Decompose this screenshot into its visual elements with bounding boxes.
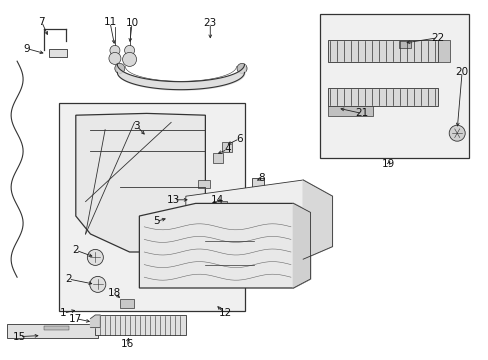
Text: 9: 9 [23,44,30,54]
Text: 7: 7 [38,17,45,27]
Bar [212,153,222,163]
Text: 6: 6 [236,134,243,144]
Text: 16: 16 [120,339,134,349]
Circle shape [87,249,103,265]
Text: 12: 12 [218,308,231,318]
Polygon shape [90,315,100,328]
Text: 14: 14 [210,195,224,205]
Circle shape [115,63,124,73]
Bar [320,14,468,158]
Circle shape [122,53,136,66]
Text: 4: 4 [224,144,230,154]
Text: 18: 18 [108,288,122,298]
Bar [437,40,449,62]
Text: 17: 17 [69,314,82,324]
Polygon shape [76,113,205,252]
Bar [327,106,372,116]
Circle shape [237,63,246,73]
Text: 22: 22 [430,33,444,43]
Text: 8: 8 [258,173,264,183]
Circle shape [448,125,464,141]
Circle shape [110,45,120,55]
Circle shape [90,276,105,292]
Text: 15: 15 [13,332,26,342]
Bar [327,88,437,106]
Circle shape [109,53,121,64]
Text: 20: 20 [455,67,468,77]
Bar [198,180,210,188]
Text: 19: 19 [381,159,395,169]
Bar [168,211,181,219]
Text: 21: 21 [354,108,368,118]
Polygon shape [139,203,310,288]
Bar [49,49,67,57]
Bar [327,40,437,62]
Bar [398,41,410,48]
Text: 11: 11 [103,17,117,27]
Bar [120,299,134,308]
Bar [222,142,232,152]
Text: 5: 5 [153,216,160,226]
Text: 10: 10 [125,18,138,28]
Polygon shape [59,103,244,311]
Bar [44,326,69,330]
Text: 13: 13 [166,195,180,205]
Bar [212,201,226,210]
Polygon shape [293,203,310,288]
Circle shape [124,45,134,55]
Text: 23: 23 [203,18,217,28]
Text: 2: 2 [72,245,79,255]
Text: 1: 1 [60,308,67,318]
Polygon shape [185,180,332,259]
Text: 2: 2 [65,274,72,284]
Bar [251,178,264,192]
Polygon shape [303,180,332,259]
Bar [95,315,185,335]
Bar [7,324,98,338]
Text: 3: 3 [133,121,140,131]
